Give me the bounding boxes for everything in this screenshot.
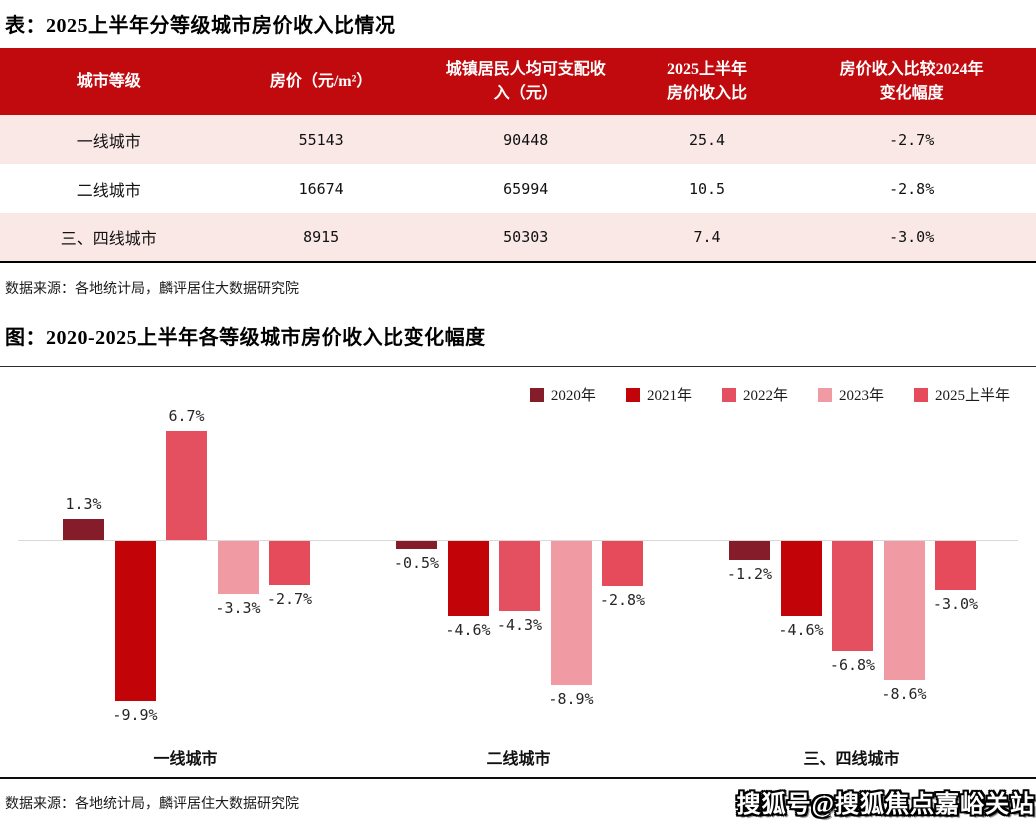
cell-income: 50303 bbox=[424, 213, 627, 262]
bar-value-label: -6.8% bbox=[829, 656, 876, 674]
zero-axis-line bbox=[18, 540, 1018, 541]
bar-value-label: -2.8% bbox=[599, 591, 646, 609]
bar-value-label: -2.7% bbox=[266, 590, 313, 608]
chart-title: 图：2020-2025上半年各等级城市房价收入比变化幅度 bbox=[5, 327, 486, 349]
cell-ratio: 7.4 bbox=[626, 213, 788, 262]
bar-value-label: -4.6% bbox=[445, 621, 491, 639]
bar-value-label: -9.9% bbox=[112, 706, 158, 724]
legend-item: 2020年 bbox=[529, 384, 596, 405]
bar-二线城市-2023年 bbox=[550, 541, 592, 685]
bar-一线城市-2021年 bbox=[114, 541, 156, 701]
bar-一线城市-2023年 bbox=[217, 541, 259, 594]
legend-swatch-icon bbox=[529, 387, 544, 402]
column-header-ratio: 2025上半年 房价收入比 bbox=[626, 48, 788, 115]
column-header-city-tier: 城市等级 bbox=[0, 48, 218, 115]
table-row: 一线城市 55143 90448 25.4 -2.7% bbox=[0, 115, 1036, 164]
cell-tier: 三、四线城市 bbox=[0, 213, 218, 262]
bar-value-label: -4.3% bbox=[496, 616, 543, 634]
bar-value-label: -3.3% bbox=[215, 599, 261, 617]
cell-income: 90448 bbox=[424, 115, 627, 164]
category-label: 一线城市 bbox=[153, 751, 218, 768]
bar-value-label: -8.6% bbox=[881, 685, 927, 703]
chart-plot: 1.3% -9.9% 6.7% -3.3% -2.7% 一线城市 -0.5% -4.6% -4.… bbox=[18, 372, 1018, 772]
cell-income: 65994 bbox=[424, 164, 627, 213]
table-title: 表：2025上半年分等级城市房价收入比情况 bbox=[5, 15, 396, 37]
table-source-note: 数据来源：各地统计局，麟评居住大数据研究院 bbox=[5, 282, 299, 297]
column-header-change: 房价收入比较2024年 变化幅度 bbox=[787, 48, 1036, 115]
bar-三、四线城市-2023年 bbox=[883, 541, 925, 680]
bar-value-label: -1.2% bbox=[726, 565, 773, 583]
cell-change: -2.8% bbox=[787, 164, 1036, 213]
legend-label: 2020年 bbox=[550, 388, 596, 404]
table-row: 三、四线城市 8915 50303 7.4 -3.0% bbox=[0, 213, 1036, 262]
bar-一线城市-2022年 bbox=[166, 431, 207, 540]
cell-price: 8915 bbox=[217, 213, 425, 262]
bar-value-label: -3.0% bbox=[932, 595, 979, 613]
category-label: 三、四线城市 bbox=[803, 751, 900, 768]
bar-一线城市-2025上半年 bbox=[269, 541, 310, 585]
legend-swatch-icon bbox=[625, 387, 640, 402]
chart-legend: 2020年 2021年 2022年 2023年 2025上半年 bbox=[529, 384, 1010, 405]
bar-value-label: -8.9% bbox=[548, 690, 594, 708]
bar-value-label: -0.5% bbox=[393, 554, 440, 572]
divider-line-bottom bbox=[0, 777, 1036, 779]
legend-label: 2023年 bbox=[838, 388, 884, 404]
column-header-price: 房价（元/m²） bbox=[217, 48, 425, 115]
table-body: 一线城市 55143 90448 25.4 -2.7% 二线城市 16674 65994 10.… bbox=[0, 115, 1036, 262]
legend-swatch-icon bbox=[913, 387, 928, 402]
chart-source-note: 数据来源：各地统计局，麟评居住大数据研究院 bbox=[5, 797, 299, 812]
bar-二线城市-2021年 bbox=[447, 541, 489, 616]
cell-tier: 一线城市 bbox=[0, 115, 218, 164]
bar-一线城市-2020年 bbox=[63, 519, 104, 540]
bar-二线城市-2022年 bbox=[499, 541, 540, 611]
legend-swatch-icon bbox=[721, 387, 736, 402]
bar-value-label: 1.3% bbox=[65, 495, 102, 513]
bar-二线城市-2020年 bbox=[396, 541, 437, 549]
bar-三、四线城市-2025上半年 bbox=[935, 541, 976, 590]
legend-label: 2021年 bbox=[646, 388, 692, 404]
legend-item: 2023年 bbox=[817, 384, 884, 405]
bar-三、四线城市-2020年 bbox=[729, 541, 770, 560]
legend-label: 2022年 bbox=[742, 388, 788, 404]
legend-item: 2021年 bbox=[625, 384, 692, 405]
bar-value-label: 6.7% bbox=[168, 407, 205, 425]
legend-label: 2025上半年 bbox=[934, 388, 1010, 404]
bar-三、四线城市-2021年 bbox=[780, 541, 822, 616]
divider-line-top bbox=[0, 366, 1036, 367]
bar-value-label: -4.6% bbox=[778, 621, 824, 639]
table-header-row: 城市等级 房价（元/m²） 城镇居民人均可支配收 入（元） 2025上半年 房价… bbox=[0, 48, 1036, 115]
column-header-income: 城镇居民人均可支配收 入（元） bbox=[424, 48, 627, 115]
cell-change: -3.0% bbox=[787, 213, 1036, 262]
cell-change: -2.7% bbox=[787, 115, 1036, 164]
cell-price: 16674 bbox=[217, 164, 425, 213]
bar-二线城市-2025上半年 bbox=[602, 541, 643, 586]
table-row: 二线城市 16674 65994 10.5 -2.8% bbox=[0, 164, 1036, 213]
cell-tier: 二线城市 bbox=[0, 164, 218, 213]
cell-ratio: 10.5 bbox=[626, 164, 788, 213]
legend-item: 2025上半年 bbox=[913, 384, 1010, 405]
cell-price: 55143 bbox=[217, 115, 425, 164]
cell-ratio: 25.4 bbox=[626, 115, 788, 164]
price-income-table: 城市等级 房价（元/m²） 城镇居民人均可支配收 入（元） 2025上半年 房价… bbox=[0, 48, 1036, 263]
category-label: 二线城市 bbox=[486, 751, 551, 768]
legend-swatch-icon bbox=[817, 387, 832, 402]
legend-item: 2022年 bbox=[721, 384, 788, 405]
watermark: 搜狐号@搜狐焦点嘉峪关站 bbox=[736, 792, 1035, 818]
bar-三、四线城市-2022年 bbox=[832, 541, 873, 651]
